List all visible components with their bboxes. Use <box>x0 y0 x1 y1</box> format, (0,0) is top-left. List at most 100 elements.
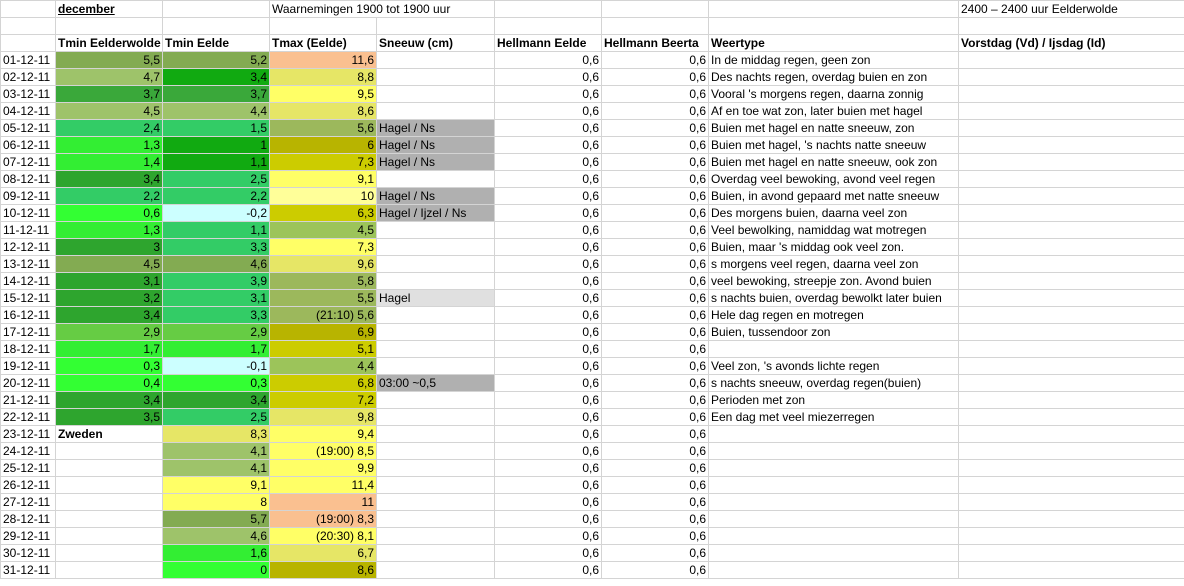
weertype-cell: Buien met hagel, 's nachts natte sneeuw <box>708 136 959 154</box>
cell <box>958 357 1184 375</box>
hellmann-eelde-cell: 0,6 <box>494 544 602 562</box>
data-row: 02-12-11 4,7 3,4 8,8 0,6 0,6 Des nachts regen,… <box>0 68 1184 86</box>
hellmann-beerta-cell: 0,6 <box>601 85 709 103</box>
tmax-cell: 9,9 <box>269 459 377 477</box>
hellmann-eelde-cell: 0,6 <box>494 476 602 494</box>
column-header: Sneeuw (cm) <box>376 34 495 52</box>
hellmann-beerta-cell: 0,6 <box>601 357 709 375</box>
tmin-eelde-cell: 5,7 <box>162 510 270 528</box>
hellmann-beerta-cell: 0,6 <box>601 289 709 307</box>
weertype-cell: Een dag met veel miezerregen <box>708 408 959 426</box>
tmin-eelderwolde-cell <box>55 544 163 562</box>
sneeuw-cell <box>376 68 495 86</box>
tmin-eelde-cell: -0,1 <box>162 357 270 375</box>
sneeuw-cell <box>376 255 495 273</box>
sneeuw-cell <box>376 544 495 562</box>
cell <box>958 561 1184 579</box>
sneeuw-cell <box>376 493 495 511</box>
hellmann-beerta-cell: 0,6 <box>601 408 709 426</box>
tmax-cell: 9,5 <box>269 85 377 103</box>
data-row: 17-12-11 2,9 2,9 6,9 0,6 0,6 Buien, tussendoor… <box>0 323 1184 341</box>
cell <box>958 272 1184 290</box>
sneeuw-cell <box>376 459 495 477</box>
hellmann-eelde-cell: 0,6 <box>494 527 602 545</box>
tmin-eelde-cell: 2,9 <box>162 323 270 341</box>
hellmann-beerta-cell: 0,6 <box>601 204 709 222</box>
hellmann-beerta-cell: 0,6 <box>601 510 709 528</box>
sneeuw-cell <box>376 323 495 341</box>
weertype-cell: Hele dag regen en motregen <box>708 306 959 324</box>
tmin-eelderwolde-cell: 4,5 <box>55 102 163 120</box>
weertype-cell <box>708 476 959 494</box>
hellmann-beerta-cell: 0,6 <box>601 493 709 511</box>
cell <box>958 510 1184 528</box>
tmin-eelde-cell: 3,4 <box>162 68 270 86</box>
weertype-cell: Veel zon, 's avonds lichte regen <box>708 357 959 375</box>
date-cell: 09-12-11 <box>0 187 56 205</box>
tmin-eelde-cell: 9,1 <box>162 476 270 494</box>
tmax-cell: 5,5 <box>269 289 377 307</box>
tmax-cell: 6,8 <box>269 374 377 392</box>
tmin-eelde-cell: 4,6 <box>162 255 270 273</box>
hellmann-beerta-cell: 0,6 <box>601 102 709 120</box>
hellmann-beerta-cell: 0,6 <box>601 119 709 137</box>
date-cell: 23-12-11 <box>0 425 56 443</box>
weertype-cell: Overdag veel bewoking, avond veel regen <box>708 170 959 188</box>
hellmann-eelde-cell: 0,6 <box>494 85 602 103</box>
date-cell: 08-12-11 <box>0 170 56 188</box>
tmin-eelde-cell: 2,2 <box>162 187 270 205</box>
data-row: 21-12-11 3,4 3,4 7,2 0,6 0,6 Perioden met zon <box>0 391 1184 409</box>
tmin-eelde-cell: 0,3 <box>162 374 270 392</box>
cell <box>958 476 1184 494</box>
cell <box>494 0 602 18</box>
tmax-cell: 8,6 <box>269 102 377 120</box>
cell <box>958 17 1184 35</box>
sneeuw-cell <box>376 527 495 545</box>
tmin-eelde-cell: 3,1 <box>162 289 270 307</box>
hellmann-eelde-cell: 0,6 <box>494 459 602 477</box>
sneeuw-cell: Hagel / Ns <box>376 153 495 171</box>
date-cell: 31-12-11 <box>0 561 56 579</box>
sheet-row: december Waarnemingen 1900 tot 1900 uur 24… <box>0 0 1184 18</box>
tmax-cell: (19:00) 8,5 <box>269 442 377 460</box>
tmin-eelderwolde-cell: 2,4 <box>55 119 163 137</box>
date-cell: 24-12-11 <box>0 442 56 460</box>
hellmann-beerta-cell: 0,6 <box>601 391 709 409</box>
weertype-cell: Des nachts regen, overdag buien en zon <box>708 68 959 86</box>
tmin-eelderwolde-cell: 3,1 <box>55 272 163 290</box>
cell <box>162 17 270 35</box>
tmin-eelderwolde-cell: 0,4 <box>55 374 163 392</box>
sneeuw-cell <box>376 391 495 409</box>
date-cell: 28-12-11 <box>0 510 56 528</box>
date-cell: 15-12-11 <box>0 289 56 307</box>
date-cell: 19-12-11 <box>0 357 56 375</box>
cell <box>958 374 1184 392</box>
sneeuw-cell <box>376 306 495 324</box>
hellmann-eelde-cell: 0,6 <box>494 357 602 375</box>
hellmann-eelde-cell: 0,6 <box>494 391 602 409</box>
tmin-eelde-cell: 1,6 <box>162 544 270 562</box>
tmin-eelderwolde-cell: 1,7 <box>55 340 163 358</box>
column-header: Tmin Eelderwolde <box>55 34 163 52</box>
sneeuw-cell: 03:00 ~0,5 <box>376 374 495 392</box>
cell <box>601 17 709 35</box>
sneeuw-cell <box>376 561 495 579</box>
tmax-cell: 5,8 <box>269 272 377 290</box>
month-title: december <box>55 0 163 18</box>
data-row: 13-12-11 4,5 4,6 9,6 0,6 0,6 s morgens veel re… <box>0 255 1184 273</box>
tmax-cell: 9,4 <box>269 425 377 443</box>
tmax-cell: (20:30) 8,1 <box>269 527 377 545</box>
tmin-eelderwolde-cell: 5,5 <box>55 51 163 69</box>
data-row: 14-12-11 3,1 3,9 5,8 0,6 0,6 veel bewoking, st… <box>0 272 1184 290</box>
date-cell: 22-12-11 <box>0 408 56 426</box>
cell <box>0 34 56 52</box>
cell <box>958 170 1184 188</box>
date-cell: 05-12-11 <box>0 119 56 137</box>
tmin-eelderwolde-cell: 0,6 <box>55 204 163 222</box>
date-cell: 01-12-11 <box>0 51 56 69</box>
sheet-row <box>0 17 1184 35</box>
hellmann-beerta-cell: 0,6 <box>601 442 709 460</box>
tmin-eelderwolde-cell <box>55 459 163 477</box>
